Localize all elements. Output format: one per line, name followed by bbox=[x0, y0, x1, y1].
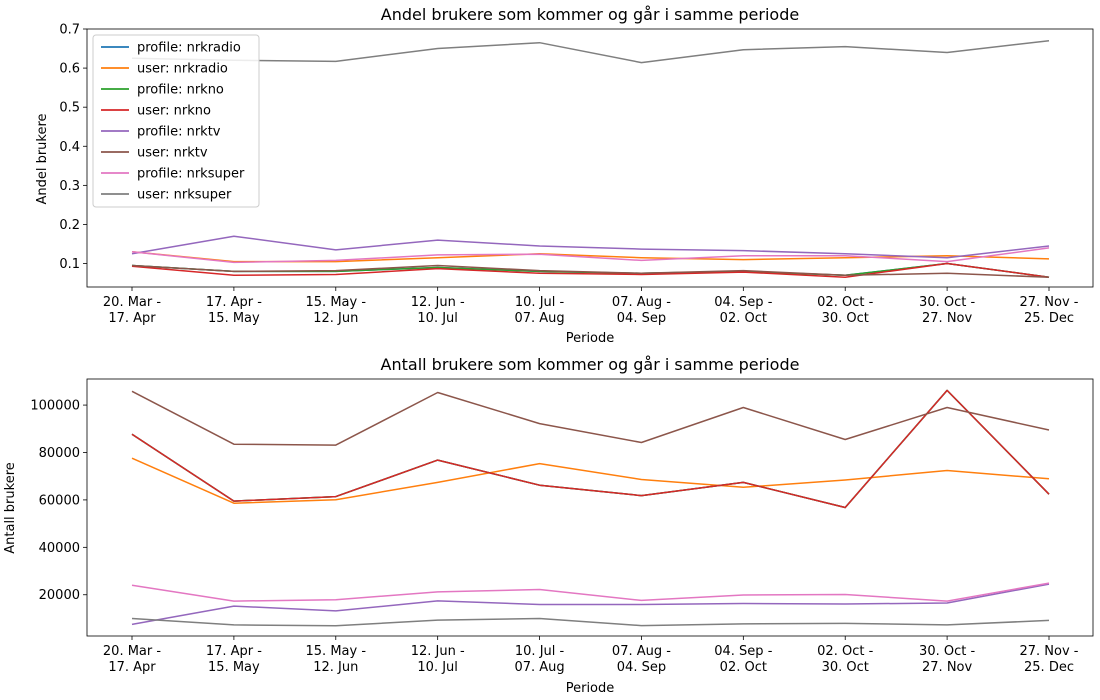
y-tick-label: 60000 bbox=[39, 493, 80, 508]
series-line bbox=[131, 582, 1050, 602]
x-axis-label: Periode bbox=[566, 681, 615, 696]
series-line bbox=[131, 390, 1050, 446]
x-tick-label: 15. May -12. Jun bbox=[306, 295, 367, 326]
y-tick-label: 0.3 bbox=[59, 179, 80, 194]
y-tick-label: 80000 bbox=[39, 446, 80, 461]
series-line bbox=[131, 264, 1050, 278]
legend-box bbox=[92, 34, 260, 208]
legend-entry: user: nrksuper bbox=[137, 188, 232, 203]
y-tick-label: 0.7 bbox=[59, 23, 80, 38]
legend-entry: profile: nrkno bbox=[137, 83, 224, 98]
x-tick-label: 10. Jul -07. Aug bbox=[514, 295, 564, 326]
x-tick-label: 30. Oct -27. Nov bbox=[919, 295, 975, 326]
x-tick-label: 02. Oct -30. Oct bbox=[817, 644, 873, 675]
series-line bbox=[131, 389, 1050, 509]
series-line bbox=[131, 583, 1050, 626]
legend-entry: profile: nrktv bbox=[137, 125, 221, 140]
plot-frame bbox=[86, 28, 1094, 288]
x-tick-label: 27. Nov -25. Dec bbox=[1019, 644, 1078, 675]
series-line bbox=[131, 617, 1050, 627]
series-line bbox=[131, 39, 1050, 64]
legend-entry: user: nrktv bbox=[137, 146, 208, 161]
count-chart: Antall brukere som kommer og går i samme… bbox=[3, 355, 1094, 696]
x-tick-label: 15. May -12. Jun bbox=[306, 644, 367, 675]
y-tick-label: 100000 bbox=[30, 399, 80, 414]
x-tick-label: 10. Jul -07. Aug bbox=[514, 644, 564, 675]
y-axis-label: Andel brukere bbox=[35, 113, 50, 204]
y-tick-label: 0.1 bbox=[59, 257, 80, 272]
legend-entry: profile: nrkradio bbox=[137, 41, 241, 56]
x-tick-label: 04. Sep -02. Oct bbox=[714, 644, 772, 675]
series-line bbox=[131, 247, 1050, 264]
series-line bbox=[131, 235, 1050, 259]
x-tick-label: 20. Mar -17. Apr bbox=[103, 295, 161, 326]
x-tick-label: 04. Sep -02. Oct bbox=[714, 295, 772, 326]
x-tick-label: 27. Nov -25. Dec bbox=[1019, 295, 1078, 326]
y-tick-label: 0.4 bbox=[59, 140, 80, 155]
x-tick-label: 02. Oct -30. Oct bbox=[817, 295, 873, 326]
chart-title: Antall brukere som kommer og går i samme… bbox=[381, 355, 800, 374]
x-tick-label: 07. Aug -04. Sep bbox=[612, 644, 671, 675]
x-tick-label: 20. Mar -17. Apr bbox=[103, 644, 161, 675]
y-tick-label: 40000 bbox=[39, 541, 80, 556]
series-line bbox=[131, 457, 1050, 504]
x-tick-label: 07. Aug -04. Sep bbox=[612, 295, 671, 326]
x-axis-label: Periode bbox=[566, 331, 615, 346]
y-tick-label: 20000 bbox=[39, 588, 80, 603]
x-tick-label: 30. Oct -27. Nov bbox=[919, 644, 975, 675]
plot-frame bbox=[86, 378, 1094, 637]
x-tick-label: 12. Jun -10. Jul bbox=[411, 295, 465, 326]
x-tick-label: 17. Apr -15. May bbox=[206, 295, 262, 326]
y-tick-label: 0.2 bbox=[59, 218, 80, 233]
share-chart: Andel brukere som kommer og går i samme … bbox=[35, 5, 1094, 346]
y-tick-label: 0.6 bbox=[59, 62, 80, 77]
legend-entry: profile: nrksuper bbox=[137, 167, 245, 182]
chart-title: Andel brukere som kommer og går i samme … bbox=[381, 5, 799, 24]
legend: profile: nrkradio user: nrkradio profile: … bbox=[92, 34, 260, 208]
y-tick-label: 0.5 bbox=[59, 101, 80, 116]
legend-entry: user: nrkradio bbox=[137, 62, 228, 77]
legend-entry: user: nrkno bbox=[137, 104, 211, 119]
series-line bbox=[131, 262, 1050, 278]
y-axis-label: Antall brukere bbox=[3, 462, 18, 554]
x-tick-label: 12. Jun -10. Jul bbox=[411, 644, 465, 675]
x-tick-label: 17. Apr -15. May bbox=[206, 644, 262, 675]
